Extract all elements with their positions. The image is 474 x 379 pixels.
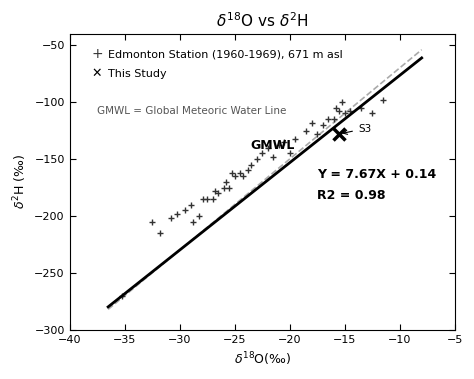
Y-axis label: $\delta^{2}$H (‰): $\delta^{2}$H (‰) [11, 154, 29, 210]
Text: R2 = 0.98: R2 = 0.98 [317, 189, 386, 202]
Text: This Study: This Study [108, 69, 167, 78]
Text: +: + [91, 47, 103, 61]
Text: GMWL: GMWL [251, 139, 295, 152]
Text: Edmonton Station (1960-1969), 671 m asl: Edmonton Station (1960-1969), 671 m asl [108, 49, 343, 59]
Text: ✕: ✕ [92, 67, 102, 80]
Text: Y = 7.67X + 0.14: Y = 7.67X + 0.14 [317, 168, 437, 181]
X-axis label: $\delta^{18}$O(‰): $\delta^{18}$O(‰) [234, 350, 291, 368]
Title: $\delta^{18}$O vs $\delta^{2}$H: $\delta^{18}$O vs $\delta^{2}$H [216, 11, 309, 30]
Text: GMWL = Global Meteoric Water Line: GMWL = Global Meteoric Water Line [97, 106, 286, 116]
Text: S3: S3 [343, 124, 371, 134]
